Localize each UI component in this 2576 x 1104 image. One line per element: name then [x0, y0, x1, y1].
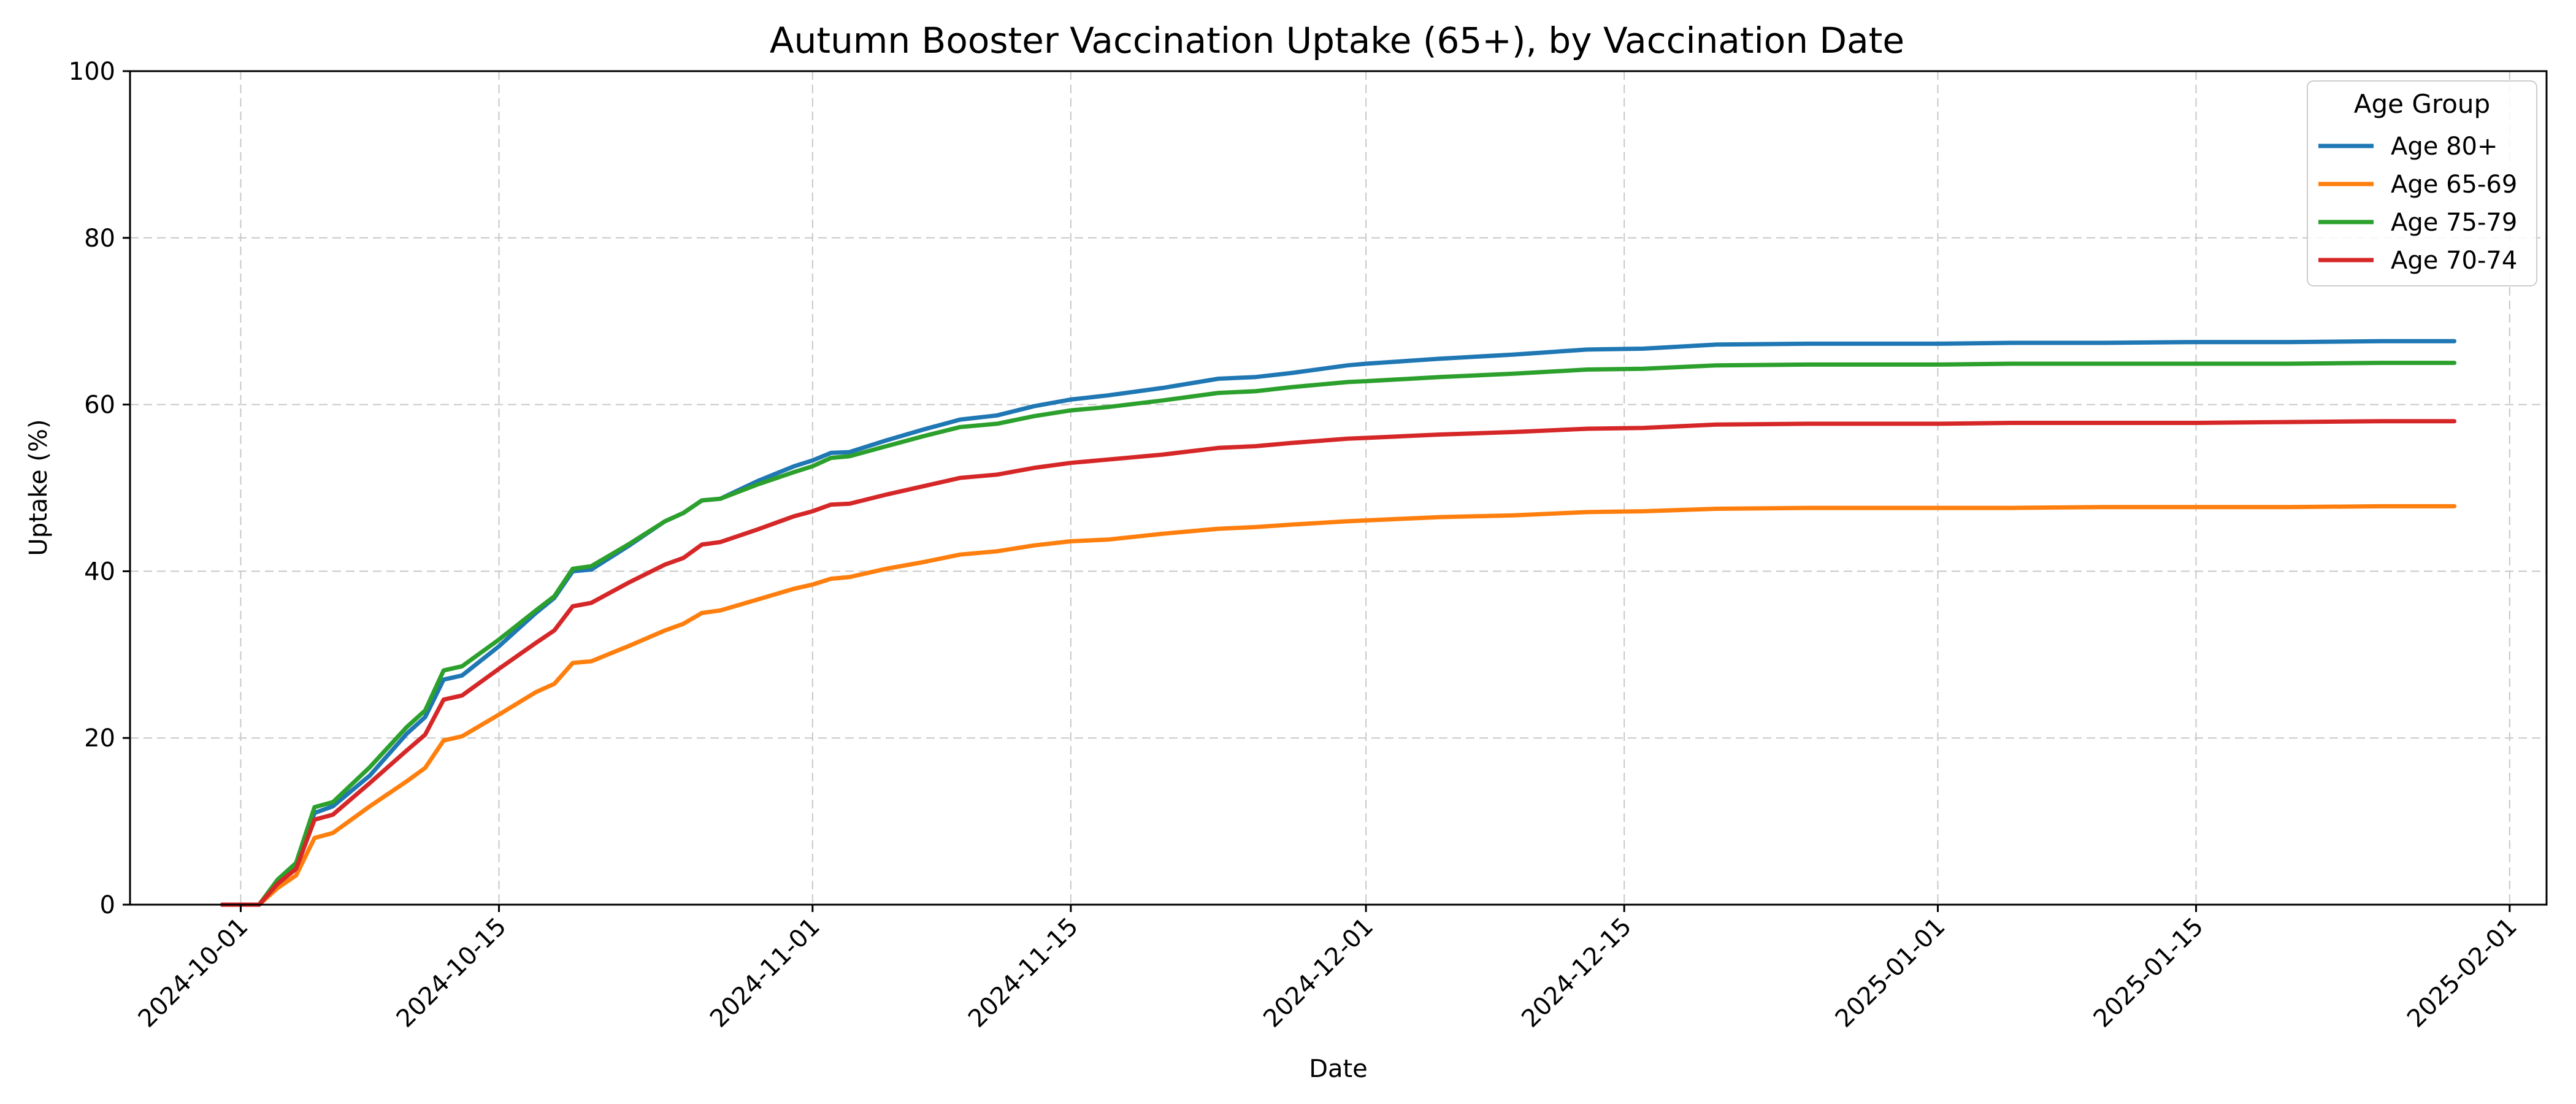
y-tick-label: 20 [84, 724, 115, 753]
series-line-1 [220, 504, 2457, 907]
legend: Age Group Age 80+ Age 65-69 Age 75-79 Age 7… [2307, 80, 2537, 286]
x-tick-label: 2024-10-01 [133, 913, 254, 1033]
y-tick-label: 0 [100, 891, 115, 919]
series-line-0 [220, 339, 2457, 907]
y-tick-label: 40 [84, 558, 115, 586]
x-axis-ticks: 2024-10-01 2024-10-15 2024-11-01 2024-11-15… [133, 905, 2523, 1033]
x-tick-label: 2025-02-01 [2402, 913, 2523, 1033]
y-tick-label: 60 [84, 391, 115, 420]
x-tick-label: 2024-12-15 [1516, 913, 1637, 1033]
legend-label: Age 65-69 [2391, 171, 2517, 199]
legend-title: Age Group [2354, 89, 2490, 119]
y-tick-label: 80 [84, 224, 115, 253]
legend-items: Age 80+ Age 65-69 Age 75-79 Age 70-74 [2318, 132, 2517, 275]
y-axis-ticks: 0 20 40 60 80 100 [69, 58, 130, 919]
chart-title: Autumn Booster Vaccination Uptake (65+),… [770, 20, 1904, 61]
y-tick-label: 100 [69, 58, 115, 86]
x-tick-label: 2024-12-01 [1258, 913, 1379, 1033]
x-axis-label: Date [1309, 1055, 1368, 1083]
x-tick-label: 2024-10-15 [391, 913, 512, 1033]
series-lines [220, 339, 2457, 907]
legend-label: Age 70-74 [2391, 247, 2517, 275]
y-axis-label: Uptake (%) [25, 419, 53, 556]
grid-lines [130, 71, 2547, 905]
plot-frame [129, 70, 2548, 906]
x-tick-label: 2024-11-01 [705, 913, 826, 1033]
x-tick-label: 2025-01-15 [2088, 913, 2209, 1033]
legend-label: Age 80+ [2391, 132, 2498, 161]
legend-box [2307, 80, 2537, 286]
x-tick-label: 2025-01-01 [1830, 913, 1951, 1033]
legend-label: Age 75-79 [2391, 209, 2517, 237]
series-line-2 [220, 361, 2457, 907]
series-line-3 [220, 419, 2457, 907]
x-tick-label: 2024-11-15 [963, 913, 1084, 1033]
